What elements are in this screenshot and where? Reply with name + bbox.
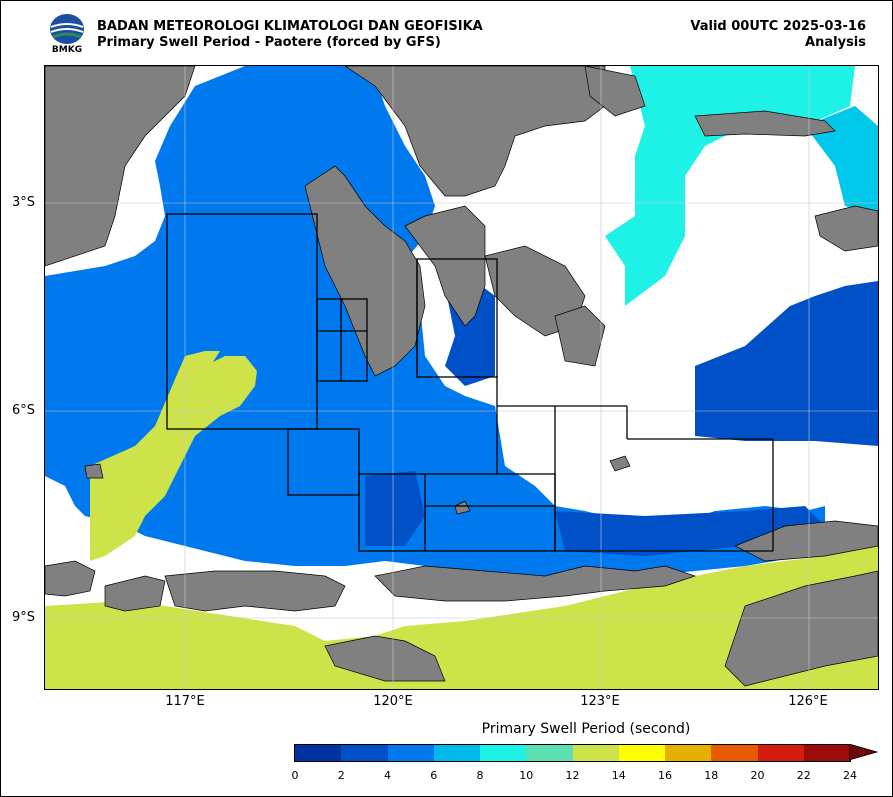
timor-land — [724, 570, 878, 687]
header-left: BADAN METEOROLOGI KLIMATOLOGI DAN GEOFIS… — [97, 19, 483, 51]
bali-land — [45, 560, 96, 597]
colorbar-tick-label: 4 — [384, 769, 391, 782]
colorbar-segment — [480, 745, 527, 761]
colorbar-segment — [757, 745, 804, 761]
area-box-flores-west — [287, 428, 360, 496]
colorbar-title: Primary Swell Period (second) — [481, 721, 691, 737]
colorbar-tick-label: 22 — [796, 769, 811, 782]
colorbar-tick-label: 24 — [843, 769, 857, 782]
y-tick-3s: 3°S — [12, 195, 36, 210]
sea-period-2-4-south — [365, 471, 425, 546]
colorbar-tick-label: 18 — [704, 769, 719, 782]
swell-period-map[interactable] — [44, 65, 879, 690]
x-tick-117e: 117°E — [165, 694, 205, 709]
land-masses — [45, 66, 878, 687]
colorbar-tick-label: 8 — [476, 769, 484, 782]
map-canvas — [45, 66, 878, 689]
sea-period-2-4-east — [695, 281, 878, 446]
colorbar-segment — [433, 745, 480, 761]
colorbar-segment — [572, 745, 619, 761]
seram-land — [694, 110, 836, 137]
colorbar-segment — [711, 745, 758, 761]
y-tick-6s: 6°S — [12, 403, 36, 418]
header-right: Valid 00UTC 2025-03-16 Analysis — [690, 19, 866, 51]
colorbar-segment — [295, 745, 342, 761]
buton-islands — [554, 305, 606, 367]
sea-period-12-14-west — [90, 356, 257, 561]
small-islands-banda — [84, 455, 631, 515]
sea-period-2-4-banda — [555, 506, 825, 556]
area-box-coast — [316, 298, 368, 382]
colorbar-tick-label: 6 — [430, 769, 438, 782]
x-tick-120e: 120°E — [373, 694, 413, 709]
flores-land — [374, 565, 697, 602]
colorbar-segment — [665, 745, 712, 761]
sulawesi-land — [304, 66, 606, 377]
product-title: Primary Swell Period - Paotere (forced b… — [97, 35, 441, 50]
kalimantan-land — [45, 66, 196, 267]
sumba-land — [324, 635, 446, 682]
colorbar-segment — [803, 745, 850, 761]
colorbar-tick-label: 12 — [565, 769, 580, 782]
colorbar-segment — [526, 745, 573, 761]
sea-period-6-8 — [805, 106, 878, 216]
colorbar-extend-arrow — [849, 744, 879, 760]
halmahera-islands — [584, 66, 646, 117]
sea-period-12-14-north — [155, 351, 220, 446]
colorbar-tick-label: 14 — [611, 769, 626, 782]
valid-time: Valid 00UTC 2025-03-16 — [690, 19, 866, 34]
bmkg-logo — [50, 14, 84, 44]
colorbar-segment — [387, 745, 434, 761]
logo-text: BMKG — [51, 45, 83, 55]
x-tick-123e: 123°E — [580, 694, 620, 709]
analysis-label: Analysis — [805, 35, 866, 50]
grid-lines — [45, 66, 878, 689]
colorbar-tick-label: 16 — [658, 769, 672, 782]
colorbar-tick-label: 0 — [291, 769, 299, 782]
colorbar-tick-label: 2 — [337, 769, 345, 782]
lombok-land — [104, 575, 166, 612]
x-tick-126e: 126°E — [788, 694, 828, 709]
colorbar — [294, 744, 851, 762]
forecast-area-boxes — [166, 213, 774, 552]
colorbar-tick-label: 20 — [750, 769, 765, 782]
colorbar-tick-label: 10 — [519, 769, 534, 782]
colorbar-segment — [341, 745, 388, 761]
agency-title: BADAN METEOROLOGI KLIMATOLOGI DAN GEOFIS… — [97, 19, 483, 34]
sumbawa-land — [164, 570, 346, 612]
colorbar-segment — [618, 745, 665, 761]
y-tick-9s: 9°S — [12, 610, 36, 625]
sea-period-4-6 — [45, 66, 825, 586]
tanimbar-land — [814, 205, 878, 252]
